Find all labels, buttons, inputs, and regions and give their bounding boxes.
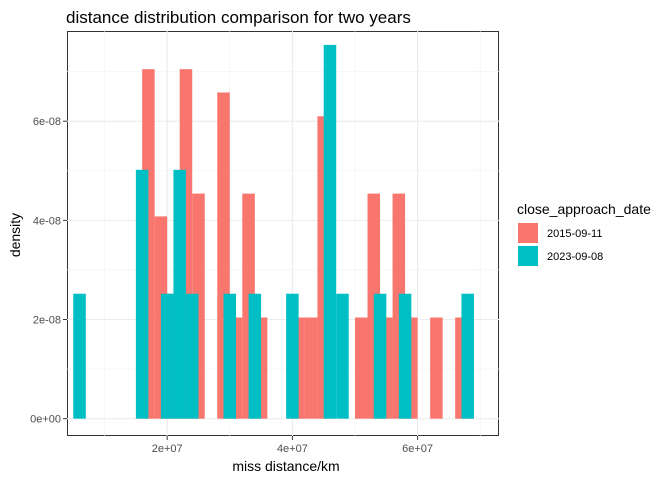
x-axis-title: miss distance/km	[232, 458, 339, 474]
chart-title: distance distribution comparison for two…	[66, 8, 411, 27]
bar	[173, 169, 186, 419]
bar	[223, 293, 237, 419]
legend-title: close_approach_date	[517, 201, 651, 217]
bars	[73, 44, 474, 419]
plot-panel	[67, 31, 499, 436]
bar	[323, 44, 337, 419]
bar	[185, 293, 199, 419]
bar	[398, 293, 412, 419]
y-tick-label: 4e-08	[33, 215, 61, 227]
legend-label: 2015-09-11	[547, 228, 602, 240]
bar	[355, 317, 368, 419]
y-axis-title: density	[7, 213, 23, 257]
x-tick-label: 2e+07	[152, 443, 183, 455]
y-tick-label: 0e+00	[30, 414, 61, 426]
legend-swatch	[518, 246, 538, 266]
y-tick-label: 6e-08	[33, 116, 61, 128]
legend-swatch	[518, 223, 538, 243]
bar	[304, 317, 318, 419]
bar	[135, 169, 149, 419]
y-tick-label: 2e-08	[33, 315, 61, 327]
bar	[430, 317, 443, 419]
bar	[248, 293, 262, 419]
bar	[461, 293, 474, 419]
bar	[286, 293, 299, 419]
bar	[73, 293, 86, 419]
legend: close_approach_date 2015-09-11 2023-09-08	[517, 201, 651, 266]
bar	[373, 293, 387, 419]
legend-label: 2023-09-08	[547, 251, 603, 263]
x-axis: 2e+07 4e+07 6e+07	[152, 436, 433, 455]
x-tick-label: 4e+07	[277, 443, 308, 455]
x-tick-label: 6e+07	[402, 443, 433, 455]
y-axis: 0e+00 2e-08 4e-08 6e-08	[30, 116, 67, 426]
bar	[160, 293, 174, 419]
bar	[336, 293, 349, 419]
